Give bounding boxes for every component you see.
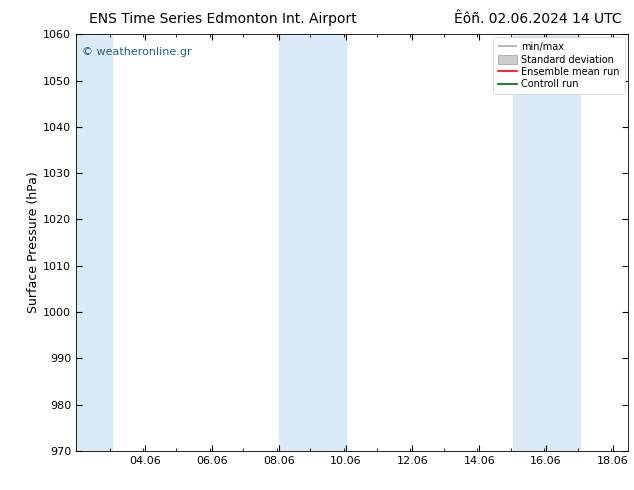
Bar: [279, 34, 346, 451]
Y-axis label: Surface Pressure (hPa): Surface Pressure (hPa): [27, 172, 41, 314]
Text: ENS Time Series Edmonton Int. Airport: ENS Time Series Edmonton Int. Airport: [89, 12, 356, 26]
Bar: [76, 34, 112, 451]
Text: © weatheronline.gr: © weatheronline.gr: [82, 47, 191, 57]
Bar: [513, 34, 579, 451]
Text: Êôñ. 02.06.2024 14 UTC: Êôñ. 02.06.2024 14 UTC: [454, 12, 621, 26]
Legend: min/max, Standard deviation, Ensemble mean run, Controll run: min/max, Standard deviation, Ensemble me…: [493, 37, 624, 94]
